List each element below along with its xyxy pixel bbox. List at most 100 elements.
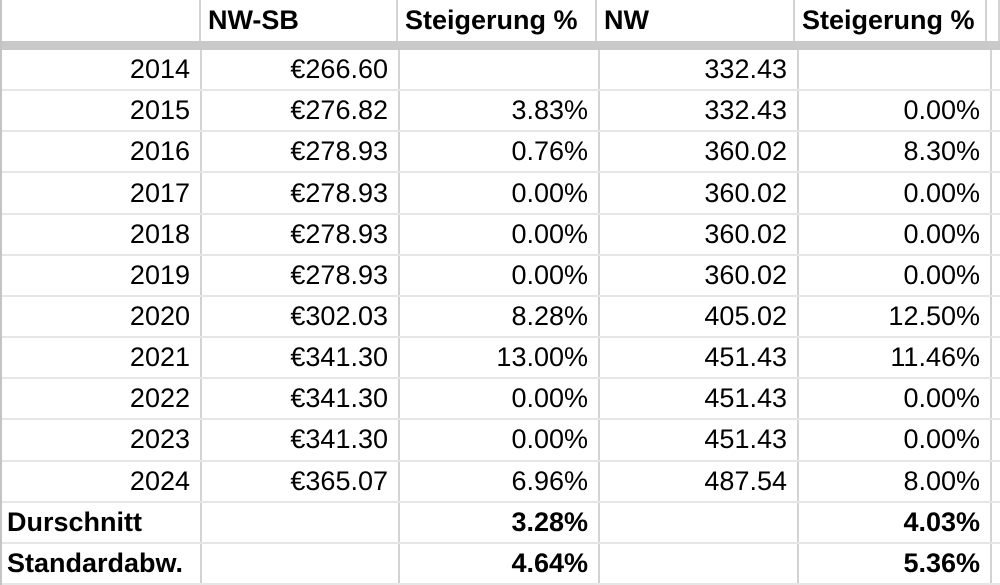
cell-steigerung-sb[interactable]: 3.83% [400, 91, 600, 131]
table-row-2018: 2018 €278.93 0.00% 360.02 0.00% [2, 214, 1000, 256]
cell-year[interactable]: 2015 [2, 91, 202, 131]
cell-nw[interactable]: 360.02 [600, 214, 799, 254]
cell-year[interactable]: 2019 [2, 255, 202, 295]
header-nwsb[interactable]: NW-SB [201, 0, 398, 41]
table-row-2024: 2024 €365.07 6.96% 487.54 8.00% [2, 461, 1000, 503]
cell-year[interactable]: 2016 [2, 132, 202, 172]
cell-steigerung-sb[interactable]: 6.96% [400, 461, 600, 501]
cell-extra[interactable] [992, 420, 1000, 459]
cell-nw[interactable]: 487.54 [600, 461, 799, 501]
header-empty[interactable] [2, 0, 201, 41]
cell-extra[interactable] [992, 379, 1000, 418]
cell-year[interactable]: 2020 [2, 296, 202, 337]
cell-nwsb[interactable]: €278.93 [202, 173, 400, 213]
cell-steigerung-nw[interactable]: 0.00% [799, 420, 992, 460]
cell-year[interactable]: 2024 [2, 461, 202, 501]
cell-steigerung-nw[interactable]: 0.00% [799, 173, 992, 213]
cell-extra[interactable] [992, 91, 1000, 130]
cell-summary-label[interactable]: Standardabw. [2, 543, 202, 584]
cell-year[interactable]: 2021 [2, 338, 202, 378]
cell-steigerung-nw[interactable]: 0.00% [799, 379, 992, 419]
cell-nwsb[interactable]: €266.60 [202, 50, 400, 90]
cell-steigerung-nw[interactable]: 4.03% [799, 502, 992, 542]
table-row-2016: 2016 €278.93 0.76% 360.02 8.30% [2, 132, 1000, 174]
cell-nw[interactable]: 451.43 [600, 379, 799, 419]
table-row-2019: 2019 €278.93 0.00% 360.02 0.00% [2, 255, 1000, 297]
cell-extra[interactable] [992, 256, 1000, 295]
header-row: NW-SB Steigerung % NW Steigerung % [2, 0, 1000, 41]
cell-steigerung-sb[interactable]: 0.00% [400, 379, 600, 419]
table-row-2015: 2015 €276.82 3.83% 332.43 0.00% [2, 91, 1000, 133]
cell-steigerung-nw[interactable]: 0.00% [799, 255, 992, 295]
table-row-2014: 2014 €266.60 332.43 [2, 50, 1000, 92]
cell-nwsb[interactable]: €302.03 [202, 296, 400, 337]
cell-nwsb[interactable]: €278.93 [202, 132, 400, 172]
cell-steigerung-nw[interactable]: 5.36% [799, 543, 992, 584]
cell-nwsb[interactable]: €278.93 [202, 214, 400, 254]
cell-steigerung-sb[interactable]: 0.00% [400, 214, 600, 254]
header-steigerung-sb[interactable]: Steigerung % [398, 0, 597, 41]
cell-nwsb[interactable] [202, 502, 400, 542]
cell-steigerung-sb[interactable]: 3.28% [400, 502, 600, 542]
table-row-standardabw: Standardabw. 4.64% 5.36% [2, 543, 1000, 585]
cell-extra[interactable] [992, 215, 1000, 254]
cell-nw[interactable]: 332.43 [600, 50, 799, 90]
cell-steigerung-sb[interactable]: 0.00% [400, 255, 600, 295]
cell-nw[interactable]: 332.43 [600, 91, 799, 131]
cell-nw[interactable]: 405.02 [600, 296, 799, 337]
cell-nwsb[interactable]: €278.93 [202, 255, 400, 295]
cell-year[interactable]: 2022 [2, 379, 202, 419]
cell-nwsb[interactable]: €341.30 [202, 420, 400, 460]
cell-steigerung-nw[interactable]: 8.30% [799, 132, 992, 172]
cell-steigerung-nw[interactable]: 0.00% [799, 214, 992, 254]
cell-nw[interactable] [600, 502, 799, 542]
cell-year[interactable]: 2017 [2, 173, 202, 213]
cell-nwsb[interactable]: €341.30 [202, 379, 400, 419]
cell-steigerung-sb[interactable] [400, 50, 600, 90]
cell-nw[interactable]: 451.43 [600, 420, 799, 460]
cell-extra[interactable] [992, 338, 1000, 377]
table-row-2020: 2020 €302.03 8.28% 405.02 12.50% [2, 296, 1000, 339]
cell-nwsb[interactable]: €341.30 [202, 338, 400, 378]
cell-steigerung-sb[interactable]: 0.76% [400, 132, 600, 172]
table-body: 2014 €266.60 332.43 2015 €276.82 3.83% 3… [2, 50, 1000, 585]
cell-extra[interactable] [992, 173, 1000, 212]
cell-extra[interactable] [992, 297, 1000, 336]
cell-steigerung-sb[interactable]: 4.64% [400, 543, 600, 584]
cell-year[interactable]: 2014 [2, 50, 202, 90]
cell-nw[interactable]: 451.43 [600, 338, 799, 378]
table-row-2021: 2021 €341.30 13.00% 451.43 11.46% [2, 338, 1000, 380]
cell-steigerung-sb[interactable]: 8.28% [400, 296, 600, 337]
cell-steigerung-sb[interactable]: 0.00% [400, 173, 600, 213]
frozen-row-divider[interactable] [2, 41, 1000, 50]
header-nw[interactable]: NW [597, 0, 795, 41]
cell-steigerung-sb[interactable]: 13.00% [400, 338, 600, 378]
cell-nwsb[interactable] [202, 543, 400, 584]
cell-extra[interactable] [992, 50, 1000, 89]
header-extra[interactable] [987, 0, 1000, 41]
cell-extra[interactable] [992, 544, 1000, 583]
table-row-2022: 2022 €341.30 0.00% 451.43 0.00% [2, 379, 1000, 421]
cell-nw[interactable] [600, 543, 799, 584]
cell-nw[interactable]: 360.02 [600, 132, 799, 172]
header-steigerung-nw[interactable]: Steigerung % [795, 0, 987, 41]
table-row-2017: 2017 €278.93 0.00% 360.02 0.00% [2, 173, 1000, 215]
cell-nwsb[interactable]: €365.07 [202, 461, 400, 501]
cell-year[interactable]: 2018 [2, 214, 202, 254]
cell-steigerung-sb[interactable]: 0.00% [400, 420, 600, 460]
cell-extra[interactable] [992, 132, 1000, 171]
cell-extra[interactable] [992, 503, 1000, 542]
cell-extra[interactable] [992, 462, 1000, 501]
cell-nw[interactable]: 360.02 [600, 173, 799, 213]
cell-nwsb[interactable]: €276.82 [202, 91, 400, 131]
cell-nw[interactable]: 360.02 [600, 255, 799, 295]
cell-steigerung-nw[interactable]: 12.50% [799, 296, 992, 337]
cell-steigerung-nw[interactable]: 11.46% [799, 338, 992, 378]
cell-steigerung-nw[interactable] [799, 50, 992, 90]
cell-steigerung-nw[interactable]: 0.00% [799, 91, 992, 131]
cell-steigerung-nw[interactable]: 8.00% [799, 461, 992, 501]
cell-summary-label[interactable]: Durschnitt [2, 502, 202, 542]
table-row-durschnitt: Durschnitt 3.28% 4.03% [2, 502, 1000, 544]
cell-year[interactable]: 2023 [2, 420, 202, 460]
